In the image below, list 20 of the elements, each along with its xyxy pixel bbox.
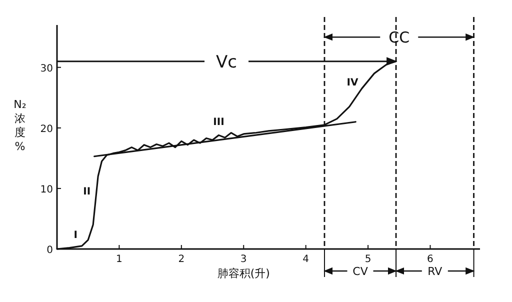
- y-tick-label: 20: [40, 124, 53, 135]
- annotation: III: [213, 116, 224, 128]
- text: CV: [352, 264, 368, 278]
- x-axis-title: 肺容积(升): [217, 267, 270, 280]
- text: RV: [428, 264, 443, 278]
- annotation: I: [74, 230, 78, 242]
- x-tick-label: 4: [302, 254, 310, 265]
- annotation: IV: [346, 78, 358, 89]
- y-axis-title: N₂浓度%: [14, 98, 26, 153]
- x-tick-label: 2: [178, 254, 185, 265]
- x-tick-label: 1: [116, 254, 122, 265]
- annotation: CC: [388, 28, 410, 47]
- x-tick-label: 5: [364, 254, 372, 265]
- y-tick-label: 0: [46, 245, 53, 256]
- annotation: II: [83, 186, 91, 198]
- x-tick-label: 3: [240, 254, 247, 265]
- ref-line-label: Vc: [216, 52, 238, 72]
- y-tick-label: 10: [40, 184, 53, 196]
- y-tick-label: 30: [40, 63, 53, 74]
- x-tick-label: 6: [427, 254, 434, 265]
